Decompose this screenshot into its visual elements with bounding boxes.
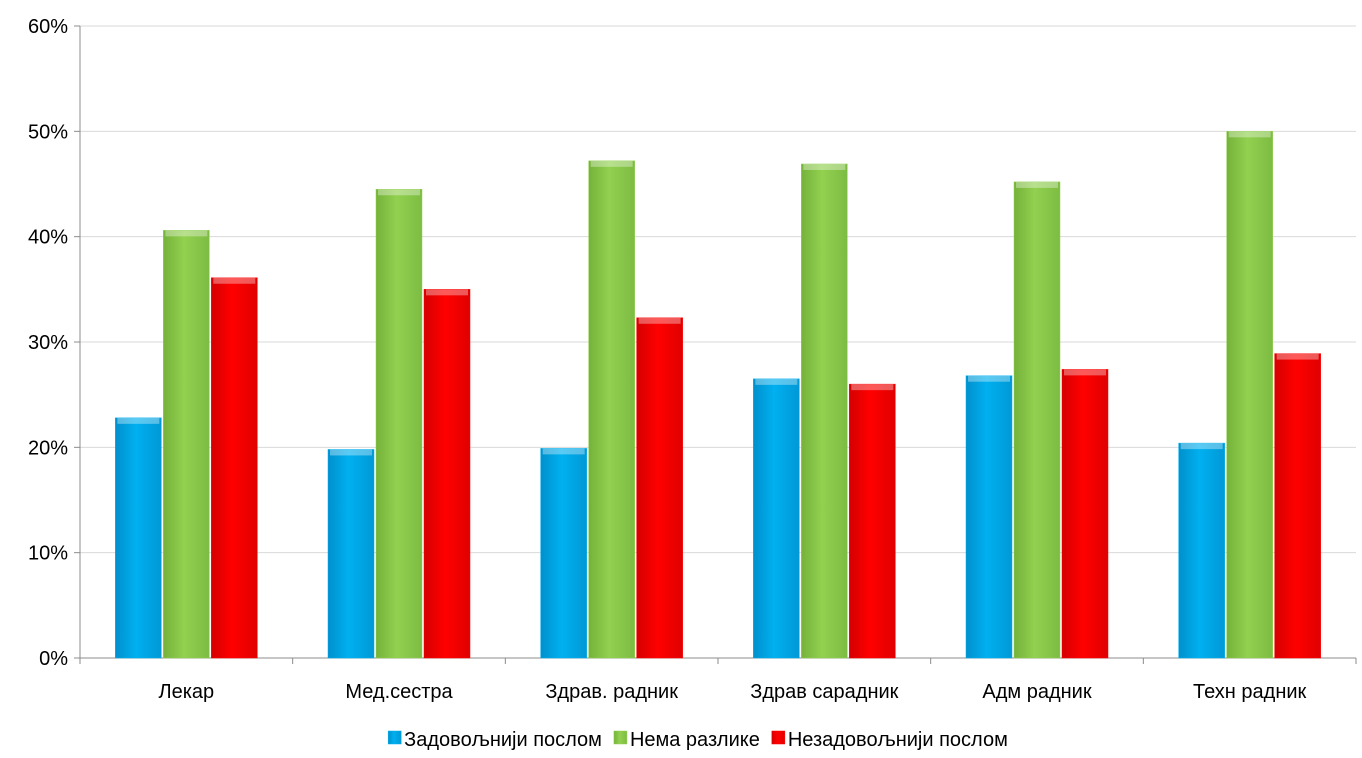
legend: Задовољнији послом Нема разлике Незадовољн… (387, 729, 1008, 751)
bar-satisfied (753, 378, 800, 659)
bar-satisfied (115, 417, 162, 659)
bar-satisfied (965, 375, 1013, 659)
y-tick-label: 0% (39, 648, 68, 670)
bar-highlight (590, 160, 633, 167)
legend-swatch (387, 730, 402, 745)
bar-highlight (803, 163, 846, 170)
legend-swatch (613, 730, 628, 745)
x-tick-label: Техн радник (1193, 681, 1307, 703)
bar-dissatisfied (211, 277, 258, 659)
bar-highlight (1276, 353, 1319, 360)
bar-no-difference (163, 230, 210, 659)
x-tick-label: Здрав. радник (545, 681, 678, 703)
y-tick-label: 50% (28, 121, 68, 143)
bar-highlight (165, 230, 208, 237)
bar-highlight (378, 189, 420, 196)
legend-item: Задовољнији послом (387, 729, 602, 751)
legend-item: Нема разлике (613, 729, 760, 751)
bar-satisfied (327, 449, 375, 659)
legend-label: Задовољнији послом (404, 729, 602, 751)
bar-no-difference (588, 160, 635, 659)
y-tick-label: 30% (28, 332, 68, 354)
bar-highlight (638, 317, 681, 324)
y-tick-label: 60% (28, 16, 68, 38)
bar-highlight (968, 375, 1010, 382)
x-tick-label: Лекар (158, 681, 214, 703)
y-tick-label: 10% (28, 543, 68, 565)
bar-highlight (755, 378, 798, 385)
bar-highlight (1228, 131, 1271, 138)
bar-highlight (117, 417, 160, 424)
gridlines (80, 25, 1356, 554)
bar-highlight (426, 289, 468, 296)
legend-swatch (771, 730, 786, 745)
bar-highlight (851, 384, 894, 391)
bar-highlight (1064, 369, 1106, 376)
bar-satisfied (1178, 442, 1225, 659)
bar-no-difference (801, 163, 848, 659)
x-tick-label: Здрав сарадник (750, 681, 898, 703)
bar-dissatisfied (636, 317, 683, 659)
bars (115, 131, 1321, 659)
y-tick-label: 40% (28, 227, 68, 249)
bar-highlight (213, 277, 256, 284)
x-tick-label: Мед.сестра (345, 681, 453, 703)
bar-no-difference (375, 189, 423, 659)
bar-highlight (1016, 181, 1058, 188)
bar-no-difference (1226, 131, 1273, 659)
x-tick-label: Адм радник (982, 681, 1091, 703)
bar-no-difference (1013, 181, 1061, 659)
bar-dissatisfied (423, 289, 471, 659)
bar-highlight (1180, 443, 1223, 450)
tick-labels: 0% 10% 20% 30% 40% 50% 60% Лекар Мед.сестра Здрав… (28, 16, 1307, 703)
y-tick-label: 20% (28, 437, 68, 459)
bar-satisfied (540, 448, 587, 659)
bar-dissatisfied (849, 383, 896, 659)
legend-item: Незадовољнији послом (771, 729, 1008, 751)
legend-label: Незадовољнији послом (788, 729, 1008, 751)
bar-dissatisfied (1274, 353, 1321, 659)
bar-highlight (542, 448, 585, 455)
axes (74, 25, 1357, 664)
legend-label: Нема разлике (630, 729, 760, 751)
bar-dissatisfied (1061, 369, 1109, 659)
bar-highlight (330, 449, 372, 456)
